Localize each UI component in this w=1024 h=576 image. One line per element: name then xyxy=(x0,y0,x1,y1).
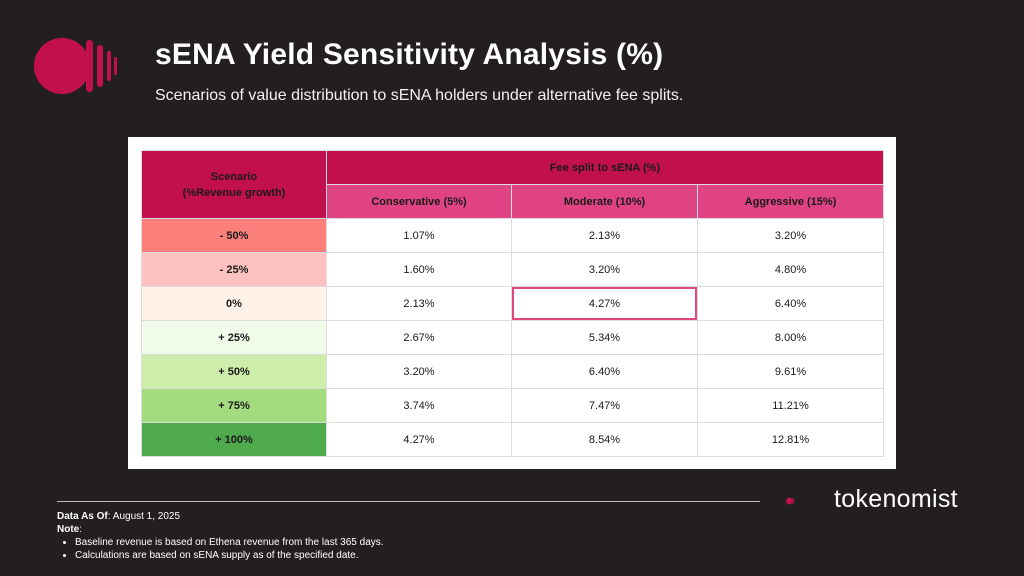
value-cell: 6.40% xyxy=(696,286,885,321)
value-cell: 1.07% xyxy=(326,218,512,253)
footer-notes: Data As Of: August 1, 2025 Note: Baselin… xyxy=(57,510,384,562)
footer-divider xyxy=(57,501,760,502)
scenario-cell: 0% xyxy=(141,286,327,321)
value-cell: 5.34% xyxy=(511,320,698,355)
scenario-cell: - 50% xyxy=(141,218,327,253)
value-cell: 2.13% xyxy=(511,218,698,253)
table-row: 0% 2.13% 4.27% 6.40% xyxy=(141,286,885,321)
scenario-cell: + 25% xyxy=(141,320,327,355)
value-cell: 4.80% xyxy=(696,252,885,287)
fee-split-header: Fee split to sENA (%) xyxy=(325,150,885,185)
value-cell: 4.27% xyxy=(326,422,512,457)
note-item: Calculations are based on sENA supply as… xyxy=(75,549,384,562)
value-cell: 3.74% xyxy=(326,388,512,423)
column-header-conservative: Conservative (5%) xyxy=(326,184,512,219)
brand-name: tokenomist xyxy=(834,485,958,513)
table-body: - 50% 1.07% 2.13% 3.20% - 25% 1.60% 3.20% 4.80%… xyxy=(141,218,885,457)
page-subtitle: Scenarios of value distribution to sENA … xyxy=(155,87,684,104)
highlighted-value-cell: 4.27% xyxy=(511,286,698,321)
table-card: Scenario (%Revenue growth) Fee split to … xyxy=(128,137,896,469)
date-value: : August 1, 2025 xyxy=(107,511,181,522)
column-header-aggressive: Aggressive (15%) xyxy=(696,184,885,219)
notes-list: Baseline revenue is based on Ethena reve… xyxy=(57,536,384,562)
value-cell: 12.81% xyxy=(696,422,885,457)
page-title: sENA Yield Sensitivity Analysis (%) xyxy=(155,38,664,71)
value-cell: 8.54% xyxy=(511,422,698,457)
scenario-cell: + 100% xyxy=(141,422,327,457)
value-cell: 3.20% xyxy=(511,252,698,287)
value-cell: 1.60% xyxy=(326,252,512,287)
table-row: - 25% 1.60% 3.20% 4.80% xyxy=(141,252,885,287)
value-cell: 7.47% xyxy=(511,388,698,423)
column-header-moderate: Moderate (10%) xyxy=(511,184,698,219)
scenario-cell: + 75% xyxy=(141,388,327,423)
brand-logo-icon xyxy=(786,497,795,505)
value-cell: 6.40% xyxy=(511,354,698,389)
value-cell: 8.00% xyxy=(696,320,885,355)
value-cell: 3.20% xyxy=(326,354,512,389)
note-label: Note xyxy=(57,524,80,535)
value-cell: 2.13% xyxy=(326,286,512,321)
table-row: + 75% 3.74% 7.47% 11.21% xyxy=(141,388,885,423)
value-cell: 11.21% xyxy=(696,388,885,423)
table-row: - 50% 1.07% 2.13% 3.20% xyxy=(141,218,885,253)
date-label: Data As Of xyxy=(57,511,108,522)
scenario-cell: - 25% xyxy=(141,252,327,287)
value-cell: 9.61% xyxy=(696,354,885,389)
sensitivity-table: Scenario (%Revenue growth) Fee split to … xyxy=(141,150,885,457)
scenario-header-title: Scenario xyxy=(210,170,258,183)
scenario-cell: + 50% xyxy=(141,354,327,389)
scenario-header-subtitle: (%Revenue growth) xyxy=(182,186,286,199)
tokenomist-logo-icon xyxy=(34,38,117,94)
value-cell: 2.67% xyxy=(326,320,512,355)
value-cell: 3.20% xyxy=(696,218,885,253)
table-row: + 25% 2.67% 5.34% 8.00% xyxy=(141,320,885,355)
scenario-header: Scenario (%Revenue growth) xyxy=(141,150,327,219)
note-colon: : xyxy=(79,524,83,535)
table-row: + 50% 3.20% 6.40% 9.61% xyxy=(141,354,885,389)
note-item: Baseline revenue is based on Ethena reve… xyxy=(75,536,384,549)
table-row: + 100% 4.27% 8.54% 12.81% xyxy=(141,422,885,457)
